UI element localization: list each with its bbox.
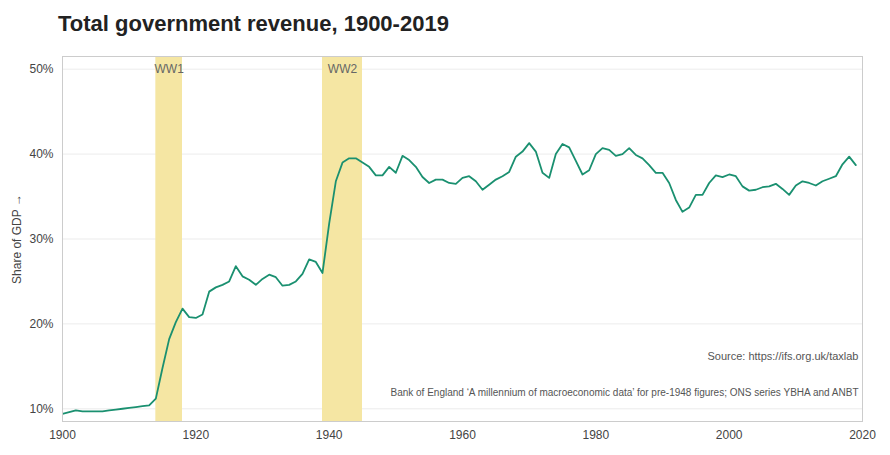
- svg-text:30%: 30%: [29, 232, 53, 246]
- svg-text:50%: 50%: [29, 62, 53, 76]
- svg-text:40%: 40%: [29, 147, 53, 161]
- svg-text:2000: 2000: [716, 428, 743, 442]
- svg-text:20%: 20%: [29, 317, 53, 331]
- svg-text:WW2: WW2: [328, 62, 358, 76]
- svg-text:Source: https://ifs.org.uk/tax: Source: https://ifs.org.uk/taxlab: [707, 350, 858, 362]
- svg-text:Share of GDP →: Share of GDP →: [10, 194, 24, 284]
- svg-text:1980: 1980: [582, 428, 609, 442]
- svg-text:10%: 10%: [29, 402, 53, 416]
- svg-text:Bank of England ‘A millennium: Bank of England ‘A millennium of macroec…: [390, 387, 858, 398]
- svg-text:2020: 2020: [849, 428, 876, 442]
- svg-text:1920: 1920: [182, 428, 209, 442]
- svg-text:1940: 1940: [316, 428, 343, 442]
- svg-text:1960: 1960: [449, 428, 476, 442]
- svg-text:WW1: WW1: [155, 62, 185, 76]
- svg-text:1900: 1900: [49, 428, 76, 442]
- html-text:Total government revenue, 1900: Total government revenue, 1900-2019: [58, 11, 449, 36]
